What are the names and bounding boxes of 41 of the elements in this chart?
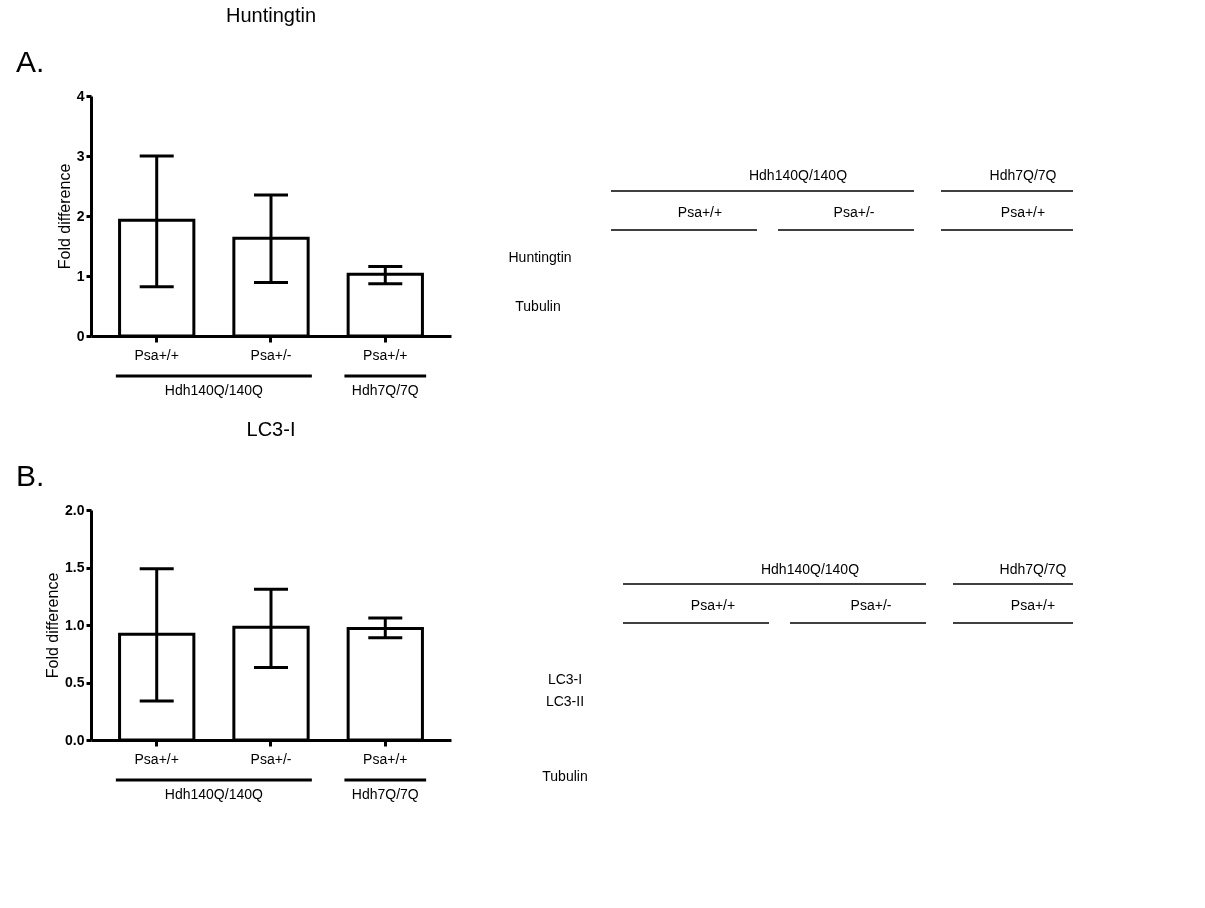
chart-title: Huntingtin [225, 4, 317, 26]
text: Psa+/+ [1010, 597, 1056, 613]
text: Psa+/+ [690, 597, 736, 613]
y-tick-label: 0 [76, 327, 85, 344]
text: Hdh7Q/7Q [351, 786, 419, 802]
y-tick-label: 1.0 [65, 616, 85, 633]
text: LC3-I [547, 671, 583, 687]
x-tick-label: Psa+/- [250, 750, 292, 767]
text: Psa+/+ [1000, 204, 1046, 220]
y-axis-title: Fold difference [55, 163, 73, 270]
text: Hdh7Q/7Q [999, 561, 1067, 577]
text: Hdh140Q/140Q [164, 382, 263, 398]
text: Hdh140Q/140Q [164, 786, 263, 802]
text: Tubulin [515, 298, 561, 314]
text: Psa+/- [850, 597, 892, 613]
text: A. [16, 45, 45, 78]
x-tick-label: Psa+/- [250, 346, 292, 363]
text: LC3-II [545, 693, 585, 709]
text: Hdh7Q/7Q [351, 382, 419, 398]
y-tick-label: 1.5 [65, 559, 85, 575]
x-tick-label: Psa+/+ [134, 346, 179, 363]
y-tick-label: 3 [76, 147, 85, 164]
y-tick-label: 2 [76, 207, 85, 224]
x-tick-label: Psa+/+ [363, 750, 408, 767]
y-axis-title: Fold difference [44, 572, 62, 679]
y-tick-label: 0.0 [65, 731, 85, 748]
text: Psa+/+ [677, 204, 723, 220]
text: Huntingtin [508, 249, 572, 265]
y-tick-label: 1 [76, 267, 85, 284]
y-tick-label: 4 [76, 87, 85, 104]
x-tick-label: Psa+/+ [134, 750, 179, 767]
text: Tubulin [542, 768, 588, 784]
text: Hdh140Q/140Q [760, 561, 860, 577]
text: Hdh140Q/140Q [748, 167, 848, 183]
y-tick-label: 2.0 [65, 501, 85, 518]
text: Psa+/- [833, 204, 875, 220]
x-tick-label: Psa+/+ [363, 346, 408, 363]
text: Hdh7Q/7Q [989, 167, 1057, 183]
text: B. [16, 459, 45, 492]
y-tick-label: 0.5 [65, 674, 85, 690]
chart-title: LC3-I [246, 418, 296, 440]
